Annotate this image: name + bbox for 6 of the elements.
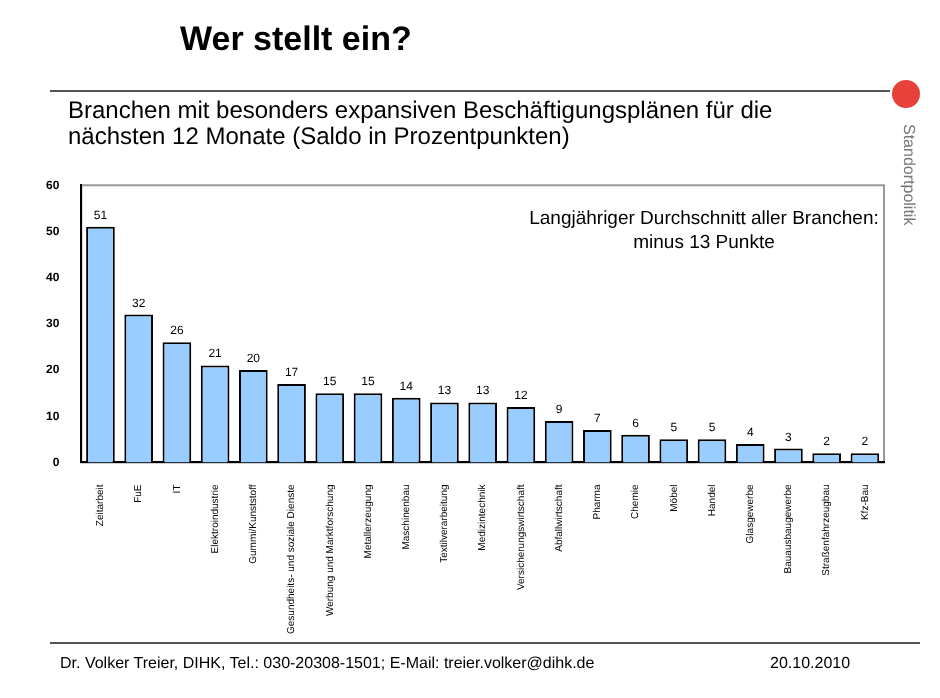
text: 20.10.2010	[770, 654, 851, 672]
chart-subtitle: Branchen mit besonders expansiven Beschäftigungsplänen für die nächsten 12 Monate (Saldo in Prozentpunkten)	[68, 96, 775, 150]
chart-title: Wer stellt ein?	[180, 20, 412, 60]
text: Dr. Volker Treier, DIHK, Tel.: 030-20308-1501; E-Mail: treier.volker@dihk.de	[60, 654, 595, 672]
text: Standortpolitik	[900, 124, 918, 226]
annotation: Langjähriger Durchschnitt aller Branchen: minus 13 Punkte	[527, 208, 881, 256]
